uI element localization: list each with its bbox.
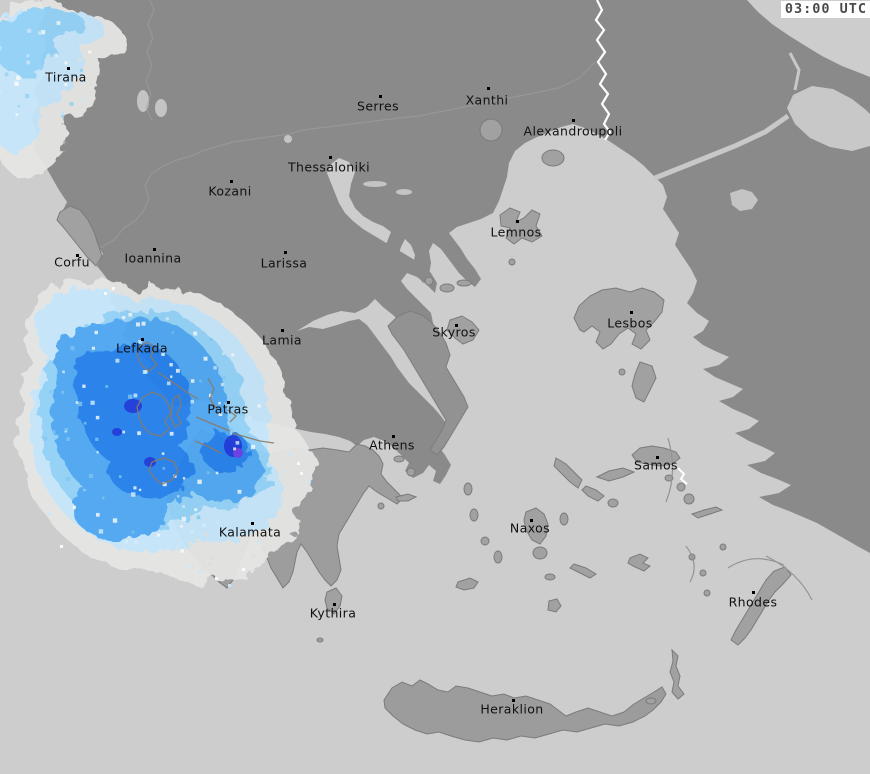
- city-label-tirana: Tirana: [45, 69, 87, 85]
- city-dot: [229, 179, 233, 183]
- city-dot: [511, 698, 515, 702]
- city-dot: [629, 310, 633, 314]
- lakes: [137, 90, 758, 211]
- city-dot: [571, 118, 575, 122]
- city-label-athens: Athens: [369, 437, 415, 453]
- city-label-lemnos: Lemnos: [490, 224, 542, 240]
- euboea-island: [387, 310, 469, 456]
- city-label-kalamata: Kalamata: [218, 524, 282, 540]
- city-dot: [378, 94, 382, 98]
- city-label-rhodes: Rhodes: [728, 594, 778, 610]
- maritime-boundary-arcs: [665, 437, 813, 601]
- city-label-kozani: Kozani: [208, 183, 252, 199]
- city-dot: [751, 590, 755, 594]
- city-label-larissa: Larissa: [260, 255, 308, 271]
- city-dot: [152, 247, 156, 251]
- city-label-lefkada: Lefkada: [116, 340, 168, 356]
- city-dot: [280, 328, 284, 332]
- city-label-xanthi: Xanthi: [465, 92, 509, 108]
- coastlines-under-rain: [136, 341, 275, 485]
- city-dot: [283, 250, 287, 254]
- city-label-kythira: Kythira: [309, 605, 357, 621]
- crete-island: [383, 679, 667, 743]
- city-dot: [226, 400, 230, 404]
- city-label-naxos: Naxos: [509, 520, 551, 536]
- city-label-skyros: Skyros: [432, 324, 476, 340]
- city-label-lamia: Lamia: [262, 332, 302, 348]
- city-dot: [655, 455, 659, 459]
- city-dot: [66, 66, 70, 70]
- city-dot: [486, 86, 490, 90]
- samos-border-fragment: [677, 467, 688, 485]
- islands: [56, 118, 792, 705]
- city-label-ioannina: Ioannina: [124, 250, 182, 266]
- city-dot: [140, 337, 144, 341]
- city-dot: [454, 323, 458, 327]
- city-dot: [332, 602, 336, 606]
- city-label-alexandroupoli: Alexandroupoli: [523, 123, 623, 139]
- city-label-serres: Serres: [356, 98, 400, 114]
- city-label-heraklion: Heraklion: [480, 701, 544, 717]
- city-dot: [515, 219, 519, 223]
- city-dot: [391, 434, 395, 438]
- city-label-lesbos: Lesbos: [607, 315, 653, 331]
- city-dot: [250, 521, 254, 525]
- city-dot: [75, 253, 79, 257]
- timestamp-badge: 03:00 UTC: [780, 1, 870, 18]
- city-label-thessaloniki: Thessaloniki: [288, 159, 370, 175]
- city-label-samos: Samos: [634, 457, 678, 473]
- city-label-corfu: Corfu: [54, 254, 90, 270]
- precipitation-overlay: [0, 0, 315, 587]
- black-sea-and-marmara: [654, 0, 870, 181]
- city-label-patras: Patras: [207, 401, 249, 417]
- city-dot: [529, 518, 533, 522]
- city-dot: [328, 155, 332, 159]
- country-borders: [99, 0, 596, 249]
- evros-border-river: [594, 0, 612, 141]
